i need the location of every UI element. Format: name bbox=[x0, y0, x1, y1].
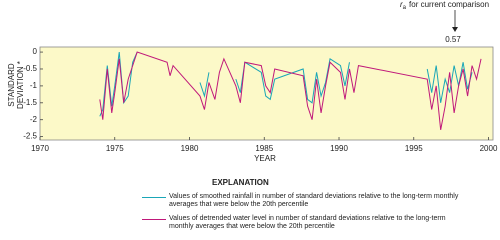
legend-swatch bbox=[142, 219, 166, 220]
x-tick-label: 1975 bbox=[106, 144, 124, 153]
x-tick-label: 2000 bbox=[480, 144, 498, 153]
annotation-arrowhead bbox=[452, 27, 458, 32]
legend-swatch bbox=[142, 197, 166, 198]
annotation-symbol: r bbox=[400, 0, 403, 9]
annotation-subscript: a bbox=[403, 5, 407, 11]
y-tick-label: -1.5 bbox=[23, 98, 37, 107]
page: {"chart_data": {"type": "line", "xlabel"… bbox=[7, 0, 498, 230]
x-tick-label: 1970 bbox=[31, 144, 49, 153]
x-tick-label: 1980 bbox=[181, 144, 199, 153]
legend-entry: Values of detrended water level in numbe… bbox=[142, 215, 482, 231]
y-tick-label: -1 bbox=[30, 81, 38, 90]
legend-title: EXPLANATION bbox=[212, 178, 269, 187]
series-line bbox=[99, 51, 482, 130]
x-tick-label: 1995 bbox=[405, 144, 423, 153]
y-tick-label: 0 bbox=[33, 47, 38, 56]
legend-label: Values of detrended water level in numbe… bbox=[169, 215, 446, 230]
y-axis-label: STANDARD DEVIATION * bbox=[7, 61, 25, 109]
y-tick-label: -2.5 bbox=[23, 132, 37, 141]
x-axis-label: YEAR bbox=[254, 154, 276, 163]
annotation-label: 0.57 bbox=[445, 35, 461, 44]
y-tick-label: -0.5 bbox=[23, 64, 37, 73]
annotation-text: for current comparison bbox=[409, 0, 489, 9]
chart: ra for current comparison 0.57 YEAR 0 -0.5… bbox=[23, 0, 498, 163]
x-tick-label: 1990 bbox=[330, 144, 348, 153]
series-line bbox=[99, 51, 473, 117]
plot-area bbox=[39, 46, 494, 141]
legend-entry: Values of smoothed rainfall in number of… bbox=[142, 193, 482, 209]
legend: EXPLANATION Values of smoothed rainfall … bbox=[142, 178, 482, 237]
legend-label: Values of smoothed rainfall in number of… bbox=[169, 193, 459, 208]
x-tick-label: 1985 bbox=[255, 144, 273, 153]
annotation: ra for current comparison bbox=[400, 0, 489, 10]
y-tick-label: -2 bbox=[30, 115, 38, 124]
